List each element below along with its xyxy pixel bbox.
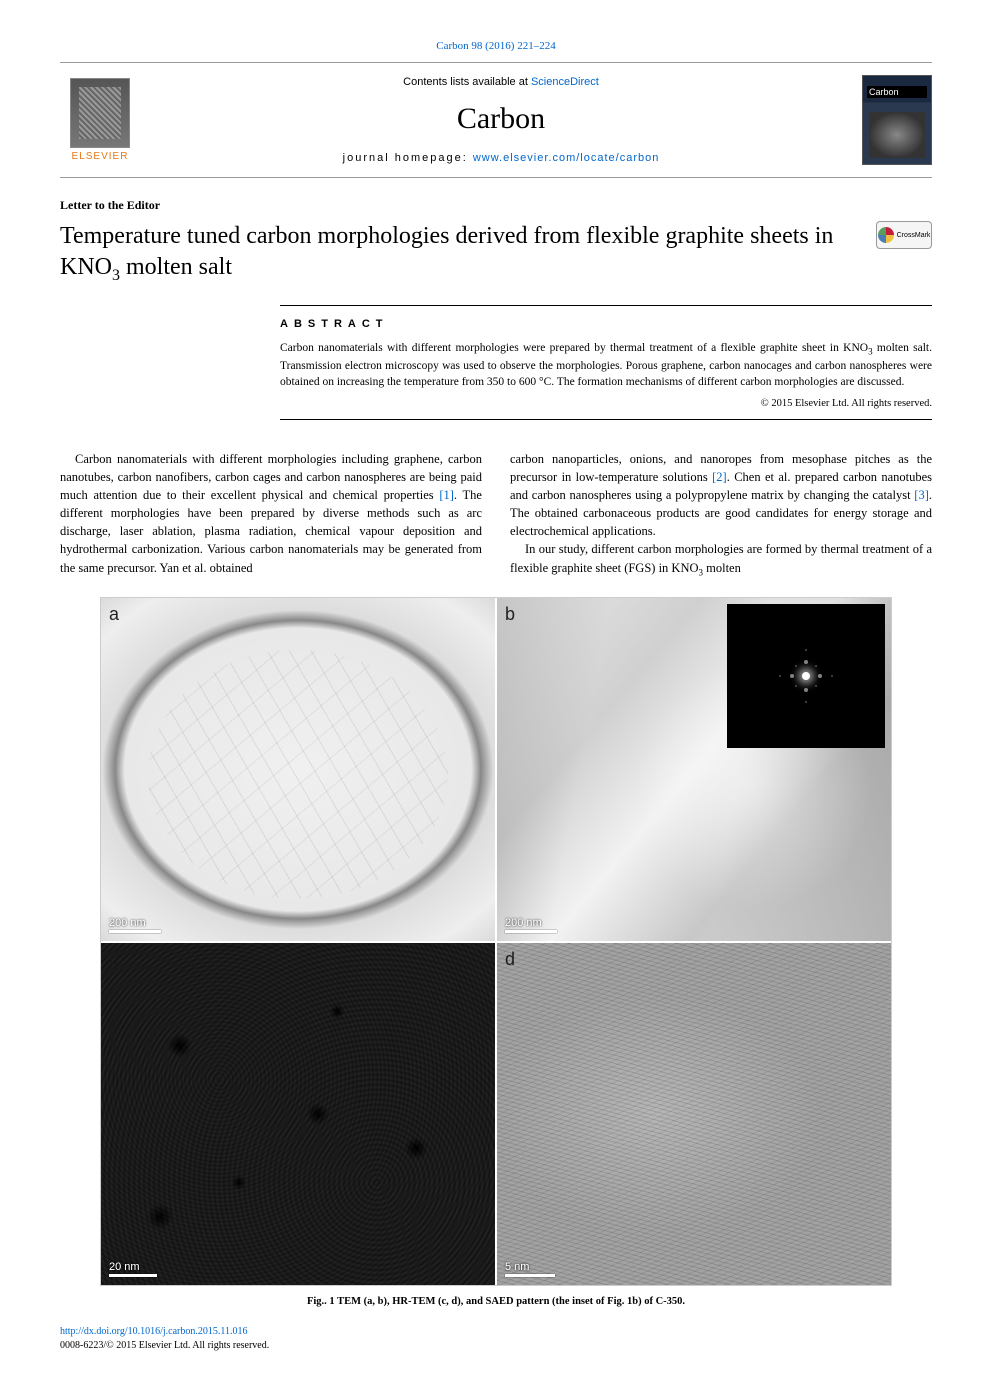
right-column: carbon nanoparticles, onions, and nanoro…	[510, 450, 932, 579]
figure-panel-a: a 200 nm	[101, 598, 495, 940]
homepage-line: journal homepage: www.elsevier.com/locat…	[140, 152, 862, 164]
journal-cover-thumbnail[interactable]	[862, 75, 932, 165]
abstract-section: ABSTRACT Carbon nanomaterials with diffe…	[280, 305, 932, 420]
figure-caption: Fig.. 1 TEM (a, b), HR-TEM (c, d), and S…	[100, 1296, 892, 1307]
page: Carbon 98 (2016) 221–224 ELSEVIER Conten…	[0, 0, 992, 1383]
journal-header: ELSEVIER Contents lists available at Sci…	[60, 62, 932, 178]
sciencedirect-link[interactable]: ScienceDirect	[531, 76, 599, 88]
title-row: Temperature tuned carbon morphologies de…	[60, 221, 932, 287]
article-type: Letter to the Editor	[60, 198, 932, 213]
abstract-copyright: © 2015 Elsevier Ltd. All rights reserved…	[280, 398, 932, 409]
body-columns: Carbon nanomaterials with different morp…	[60, 450, 932, 579]
abstract-heading: ABSTRACT	[280, 318, 932, 330]
saed-inset	[727, 604, 885, 748]
homepage-label: journal homepage:	[343, 152, 473, 164]
figure-panel-c: c 20 nm	[101, 943, 495, 1285]
citation-line: Carbon 98 (2016) 221–224	[60, 40, 932, 52]
abstract-text: Carbon nanomaterials with different morp…	[280, 340, 932, 390]
crossmark-icon	[878, 227, 894, 243]
figure-panel-b: b 200 nm	[497, 598, 891, 940]
doi-link[interactable]: http://dx.doi.org/10.1016/j.carbon.2015.…	[60, 1326, 248, 1337]
article-title: Temperature tuned carbon morphologies de…	[60, 221, 876, 287]
ref-link-3[interactable]: [3]	[914, 488, 929, 502]
header-center: Contents lists available at ScienceDirec…	[140, 76, 862, 164]
scalebar-c: 20 nm	[109, 1261, 157, 1277]
body-para-right-1: carbon nanoparticles, onions, and nanoro…	[510, 450, 932, 541]
left-column: Carbon nanomaterials with different morp…	[60, 450, 482, 579]
panel-label-a: a	[109, 604, 119, 625]
scalebar-d: 5 nm	[505, 1261, 555, 1277]
figure-panel-d: d 5 nm	[497, 943, 891, 1285]
figure-1: a 200 nm b 200 nm c 20 nm d 5 nm Fig.. 1…	[100, 597, 892, 1307]
panel-label-d: d	[505, 949, 515, 970]
issn-line: 0008-6223/© 2015 Elsevier Ltd. All right…	[60, 1340, 269, 1351]
citation-link[interactable]: Carbon 98 (2016) 221–224	[436, 40, 555, 52]
journal-name: Carbon	[140, 102, 862, 136]
elsevier-tree-icon	[70, 78, 130, 148]
crossmark-label: CrossMark	[897, 232, 931, 239]
body-para-right-2: In our study, different carbon morpholog…	[510, 540, 932, 579]
panel-label-b: b	[505, 604, 515, 625]
publisher-logo[interactable]: ELSEVIER	[60, 78, 140, 162]
ref-link-2[interactable]: [2]	[712, 470, 727, 484]
publisher-name: ELSEVIER	[72, 151, 129, 162]
panel-label-c: c	[109, 949, 118, 970]
contents-prefix: Contents lists available at	[403, 76, 531, 88]
page-footer: http://dx.doi.org/10.1016/j.carbon.2015.…	[60, 1325, 932, 1353]
body-para-left: Carbon nanomaterials with different morp…	[60, 450, 482, 577]
scalebar-b: 200 nm	[505, 917, 557, 933]
figure-grid: a 200 nm b 200 nm c 20 nm d 5 nm	[100, 597, 892, 1286]
scalebar-a: 200 nm	[109, 917, 161, 933]
crossmark-badge[interactable]: CrossMark	[876, 221, 932, 249]
homepage-link[interactable]: www.elsevier.com/locate/carbon	[473, 152, 660, 164]
contents-line: Contents lists available at ScienceDirec…	[140, 76, 862, 88]
ref-link-1[interactable]: [1]	[439, 488, 454, 502]
